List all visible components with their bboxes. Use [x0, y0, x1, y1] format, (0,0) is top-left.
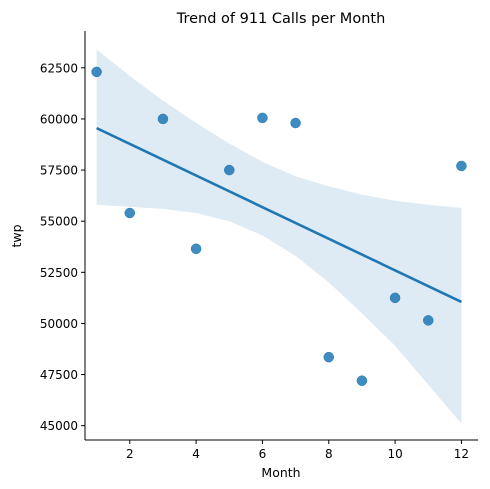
data-point-11 — [423, 315, 434, 326]
data-point-12 — [456, 160, 467, 172]
data-point-5 — [224, 164, 235, 176]
data-point-7 — [290, 117, 301, 129]
data-point-8 — [323, 351, 335, 363]
x-tick-label-8: 8 — [325, 447, 333, 461]
plot-area: 2 4 6 8 10 12 45000 47500 50000 52500 55000 57500 60… — [40, 31, 478, 461]
x-axis-label: Month — [261, 465, 300, 480]
x-tick-label-4: 4 — [192, 447, 200, 461]
data-point-10 — [389, 292, 401, 304]
y-tick-label-50000: 50000 — [40, 317, 78, 331]
x-tick-label-6: 6 — [259, 447, 267, 461]
y-tick-label-47500: 47500 — [40, 368, 78, 382]
x-tick-label-10: 10 — [387, 447, 402, 461]
x-tick-label-2: 2 — [126, 447, 134, 461]
data-point-9 — [356, 375, 368, 386]
regression-line — [96, 126, 462, 304]
data-point-3 — [157, 113, 169, 125]
y-tick-label-55000: 55000 — [40, 215, 78, 229]
y-tick-label-45000: 45000 — [40, 419, 78, 433]
y-tick-label-52500: 52500 — [40, 266, 78, 280]
y-axis-label: twp — [9, 224, 24, 247]
y-tick-label-60000: 60000 — [40, 112, 78, 126]
y-tick-label-57500: 57500 — [40, 164, 78, 178]
confidence-band — [96, 49, 462, 424]
data-point-4 — [190, 243, 202, 255]
x-tick-label-12: 12 — [454, 447, 469, 461]
data-point-2 — [124, 207, 136, 219]
y-tick-label-62500: 62500 — [40, 61, 78, 75]
data-point-6 — [257, 112, 268, 124]
chart-title: Trend of 911 Calls per Month — [176, 11, 386, 27]
data-point-1 — [91, 66, 102, 78]
